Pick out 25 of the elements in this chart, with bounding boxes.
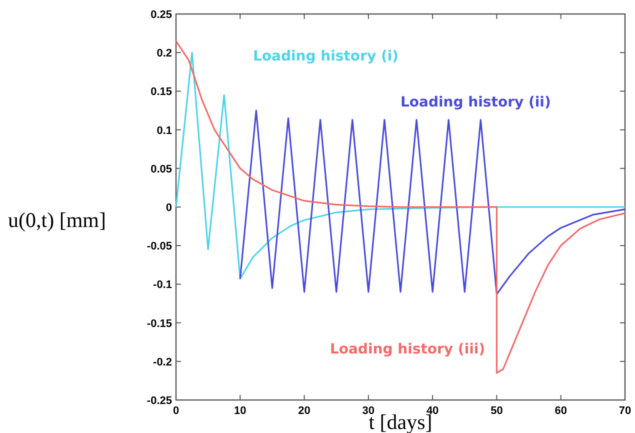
series-label: Loading history (ii) <box>400 94 551 111</box>
y-tick-label: -0.15 <box>146 318 172 330</box>
x-tick-label: 20 <box>298 405 310 417</box>
line-series <box>175 40 626 374</box>
y-tick-label: 0.25 <box>150 9 172 21</box>
x-tick-label: 0 <box>172 405 180 417</box>
y-tick-label: 0.05 <box>150 163 172 176</box>
y-axis-title: u(0,t) [mm] <box>8 208 106 232</box>
line-series <box>239 110 626 296</box>
x-tick-label: 10 <box>234 405 246 417</box>
y-tick-label: 0 <box>166 202 172 214</box>
y-tick-label: -0.05 <box>146 240 172 253</box>
y-tick-label: 0.15 <box>150 86 172 98</box>
series-label: Loading history (iii) <box>330 342 486 358</box>
y-tick-label: 0.1 <box>156 124 172 137</box>
y-tick-label: -0.2 <box>153 356 172 368</box>
x-tick-label: 50 <box>490 405 503 417</box>
line-series <box>175 52 626 280</box>
y-tick-label: -0.25 <box>146 395 172 407</box>
text: Loading history (i) <box>252 48 399 64</box>
x-tick-label: 70 <box>618 405 632 417</box>
x-tick-label: 60 <box>554 405 567 417</box>
y-tick-label: 0.2 <box>156 48 172 60</box>
x-tick-label: 30 <box>362 405 375 417</box>
y-tick-label: -0.1 <box>153 279 172 292</box>
